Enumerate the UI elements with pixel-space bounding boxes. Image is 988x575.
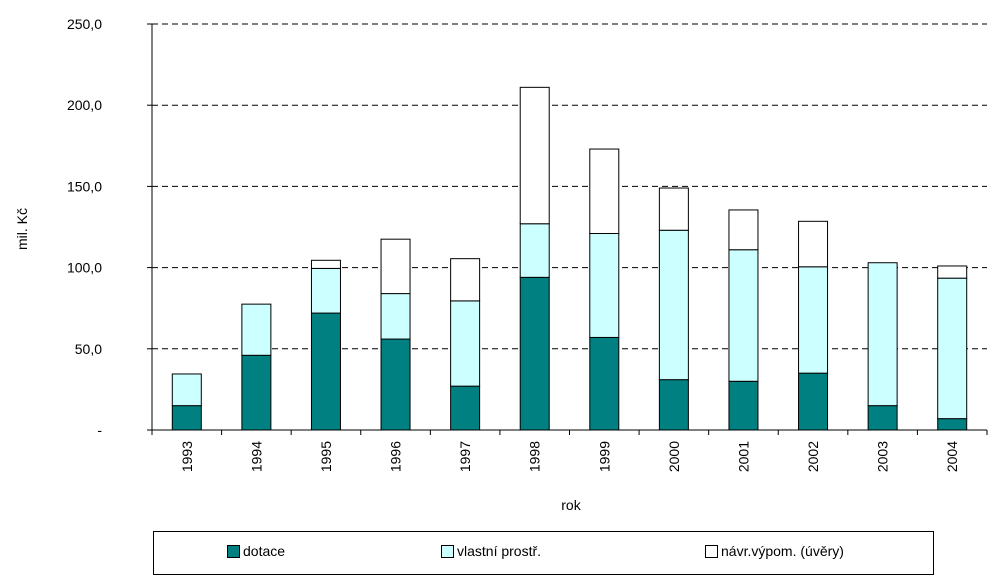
- x-tick-label: 1993: [179, 441, 195, 472]
- y-tick-label: 100,0: [67, 260, 102, 276]
- bar-segment: [798, 266, 829, 374]
- bar-segment: [241, 303, 272, 356]
- y-tick-label: 150,0: [67, 178, 102, 194]
- bars-group: [171, 86, 968, 431]
- x-tick-label: 1994: [248, 441, 264, 472]
- bar-segment: [171, 373, 202, 407]
- bar-segment: [519, 86, 550, 225]
- bar-segment: [728, 209, 759, 251]
- x-tick-label: 2002: [805, 441, 821, 472]
- legend-item-dotace: dotace: [227, 543, 285, 559]
- x-tick-label: 2003: [875, 441, 891, 472]
- x-tick-label: 2001: [735, 441, 751, 472]
- bar-segment: [728, 380, 759, 431]
- x-tick-label: 1997: [457, 441, 473, 472]
- bar-segment: [310, 312, 341, 431]
- bar-segment: [450, 385, 481, 431]
- legend-swatch-vlastni: [441, 544, 454, 558]
- legend-item-uvery: návr.výpom. (úvěry): [705, 543, 844, 559]
- legend-swatch-dotace: [227, 544, 240, 558]
- bar-segment: [937, 265, 968, 279]
- x-tick-labels: 1993 1994 1995 1996 1997 1998 1999 2000 2001 2002…: [179, 441, 960, 472]
- bar-segment: [937, 418, 968, 431]
- y-axis-title: mil. Kč: [14, 208, 30, 250]
- bar-segment: [380, 338, 411, 431]
- bar-segment: [241, 354, 272, 431]
- y-tick-label: 250,0: [67, 16, 102, 32]
- bar-segment: [589, 336, 620, 431]
- legend-label-vlastni: vlastní prostř.: [457, 543, 542, 559]
- bar-segment: [380, 238, 411, 295]
- x-tick-label: 1998: [527, 441, 543, 472]
- bar-segment: [798, 372, 829, 431]
- legend-swatch-uvery: [705, 544, 718, 558]
- legend-label-dotace: dotace: [243, 543, 286, 559]
- x-tick-label: 1995: [318, 441, 334, 472]
- y-tick-label: 200,0: [67, 97, 102, 113]
- bar-segment: [310, 267, 341, 314]
- bar-segment: [519, 276, 550, 431]
- x-axis-title: rok: [561, 497, 581, 513]
- bar-segment: [658, 229, 689, 381]
- bar-segment: [867, 405, 898, 431]
- x-tick-label: 1996: [388, 441, 404, 472]
- legend-label-uvery: návr.výpom. (úvěry): [721, 543, 844, 559]
- x-tick-label: 2000: [666, 441, 682, 472]
- x-tick-label: 2004: [944, 441, 960, 472]
- bar-segment: [867, 262, 898, 407]
- y-tick-labels: - 50,0 100,0 150,0 200,0 250,0: [67, 16, 102, 438]
- grid-lines: [152, 23, 987, 350]
- bar-segment: [171, 405, 202, 431]
- bar-segment: [589, 232, 620, 338]
- y-tick-label: -: [97, 422, 102, 438]
- bar-segment: [380, 293, 411, 340]
- axes: [147, 23, 988, 435]
- bar-segment: [589, 148, 620, 234]
- bar-segment: [728, 249, 759, 382]
- bar-segment: [450, 300, 481, 387]
- bar-segment: [798, 220, 829, 268]
- bar-segment: [450, 258, 481, 302]
- bar-segment: [658, 187, 689, 231]
- bar-segment: [937, 277, 968, 420]
- bar-segment: [310, 259, 341, 269]
- x-tick-label: 1999: [596, 441, 612, 472]
- bar-segment: [658, 379, 689, 431]
- y-tick-label: 50,0: [75, 341, 102, 357]
- bar-segment: [519, 223, 550, 278]
- legend: dotace vlastní prostř. návr.výpom. (úvěr…: [153, 531, 934, 575]
- legend-item-vlastni: vlastní prostř.: [441, 543, 541, 559]
